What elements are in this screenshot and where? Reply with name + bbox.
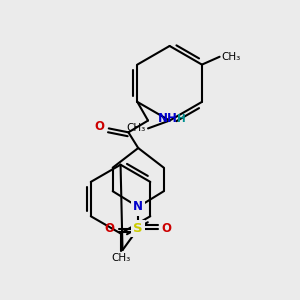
Text: O: O [105,222,115,235]
Text: CH₃: CH₃ [127,123,146,134]
Text: H: H [176,114,185,124]
Text: S: S [134,222,143,235]
Text: NH: NH [158,112,178,125]
Text: O: O [162,222,172,235]
Text: O: O [95,120,105,133]
Text: N: N [133,200,143,213]
Text: CH₃: CH₃ [222,52,241,62]
Text: CH₃: CH₃ [111,253,130,263]
